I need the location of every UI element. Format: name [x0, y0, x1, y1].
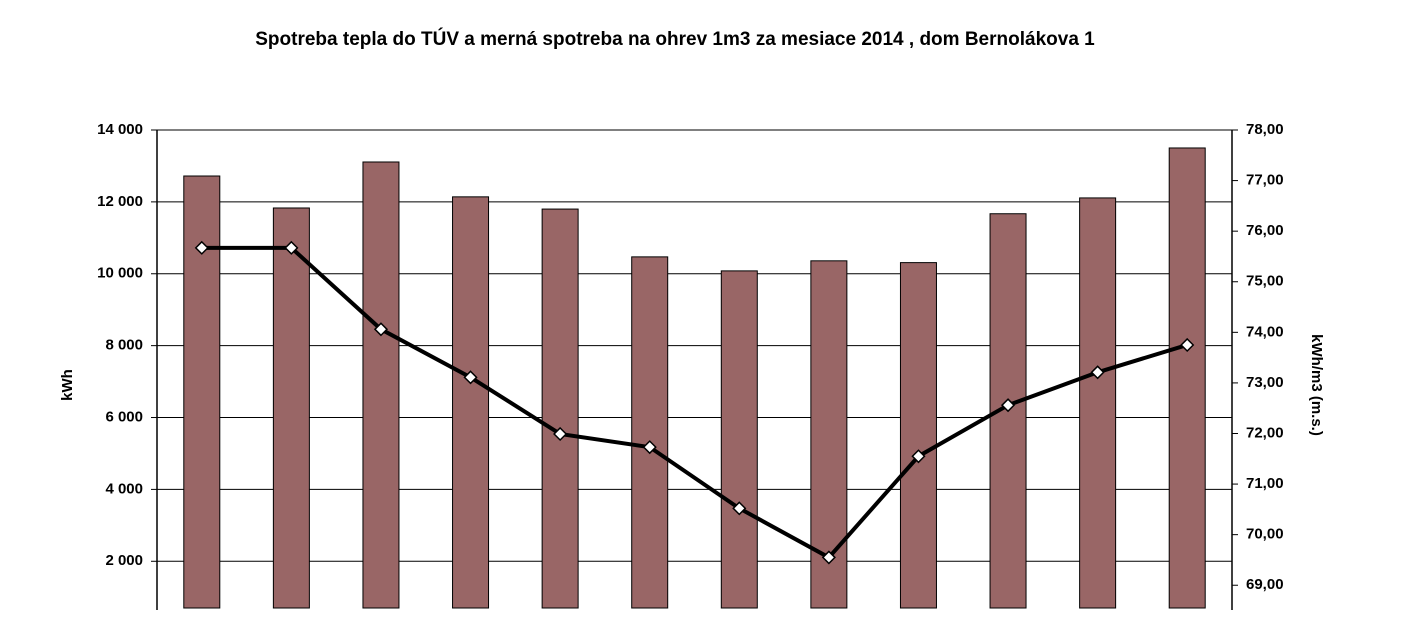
- y-tick-label: 10 000: [97, 265, 143, 282]
- y-tick-label: 12 000: [97, 193, 143, 210]
- y-tick-label: 14 000: [97, 121, 143, 138]
- y2-tick-label: 73,00: [1246, 374, 1284, 391]
- y2-tick-label: 69,00: [1246, 576, 1284, 593]
- chart-title: Spotreba tepla do TÚV a merná spotreba n…: [255, 28, 1095, 50]
- line-marker: [1180, 337, 1195, 353]
- line-marker: [1000, 398, 1016, 413]
- line-marker: [373, 322, 389, 337]
- y2-axis-label: kWh/m3 (m.s.): [1308, 334, 1325, 436]
- y2-tick-label: 78,00: [1246, 121, 1284, 138]
- line: [201, 245, 1188, 560]
- y2-tick-label: 76,00: [1246, 222, 1284, 239]
- line-marker: [463, 370, 478, 385]
- y2-tick-label: 75,00: [1246, 273, 1284, 290]
- bar: [362, 161, 400, 609]
- y-tick-label: 8 000: [105, 337, 143, 354]
- bar: [720, 270, 758, 609]
- y-tick-label: 6 000: [105, 408, 143, 425]
- bar: [541, 208, 579, 609]
- line-marker: [1090, 365, 1105, 380]
- y2-tick-label: 70,00: [1246, 526, 1284, 543]
- line-marker: [194, 240, 209, 255]
- bar: [452, 196, 490, 609]
- bar: [272, 207, 310, 609]
- y-tick-label: 2 000: [105, 552, 143, 569]
- y-tick-label: 4 000: [105, 480, 143, 497]
- bar: [631, 256, 669, 609]
- y2-tick-label: 77,00: [1246, 172, 1284, 189]
- line-marker: [642, 440, 657, 455]
- y-axis-label: kWh: [59, 369, 76, 401]
- line-marker: [732, 501, 747, 516]
- line-marker: [553, 426, 568, 442]
- line-marker: [821, 550, 836, 565]
- bar: [1168, 147, 1206, 609]
- line-marker: [284, 240, 299, 255]
- y2-tick-label: 71,00: [1246, 475, 1284, 492]
- line-marker: [911, 449, 926, 464]
- y2-tick-label: 74,00: [1246, 323, 1284, 340]
- y2-tick-label: 72,00: [1246, 424, 1284, 441]
- bar: [1079, 197, 1117, 609]
- bar: [899, 262, 937, 609]
